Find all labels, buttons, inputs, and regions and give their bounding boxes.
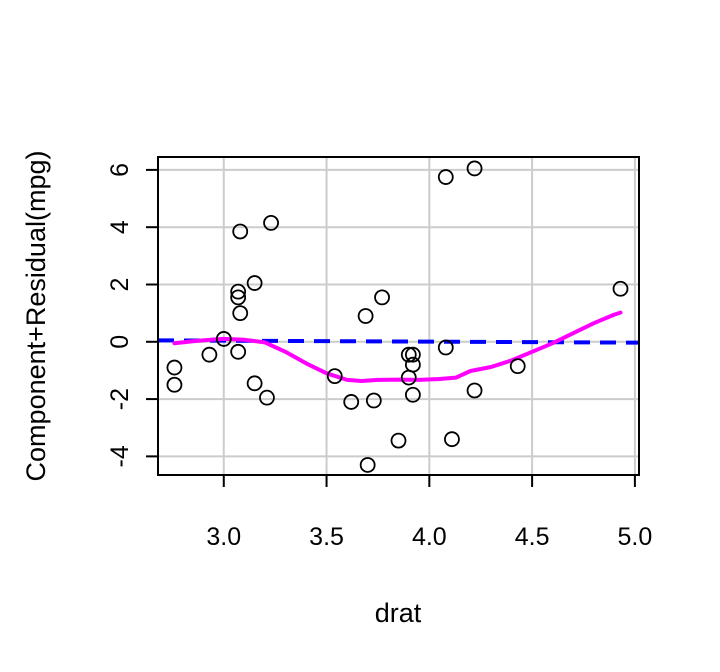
x-tick-label: 3.0 (206, 523, 241, 551)
data-point (246, 275, 263, 291)
data-point (357, 308, 374, 324)
data-point (230, 283, 247, 300)
axes: 3.0 3.5 4.0 4.5 5.0 -4 -2 0 2 4 6 (106, 163, 652, 551)
data-point (390, 432, 407, 449)
data-points (166, 160, 629, 473)
data-point (404, 356, 421, 373)
y-tick-label: 4 (106, 220, 134, 234)
data-point (232, 305, 249, 322)
x-tick-label: 4.0 (412, 523, 447, 551)
data-point (400, 346, 417, 363)
data-point (326, 368, 343, 385)
x-axis-title: drat (375, 598, 422, 628)
data-point (365, 392, 382, 409)
data-point (359, 457, 376, 473)
x-tick-label: 5.0 (618, 523, 653, 551)
data-point (509, 358, 526, 375)
data-point (374, 289, 390, 306)
y-tick-label: 2 (106, 278, 134, 292)
data-point (400, 369, 417, 386)
data-point (246, 375, 263, 392)
data-point (230, 289, 247, 306)
data-point (215, 331, 232, 347)
data-point (259, 389, 275, 406)
grid (158, 157, 639, 475)
y-axis-title: Component+Residual(mpg) (21, 151, 51, 482)
smooth-line-layer (172, 310, 623, 383)
x-tick-label: 4.5 (515, 523, 550, 551)
data-point (404, 346, 421, 363)
data-point (437, 169, 454, 185)
data-point (230, 343, 247, 360)
data-point (444, 431, 460, 448)
data-point (232, 223, 249, 240)
data-point (612, 280, 629, 297)
data-point (201, 346, 218, 363)
x-tick-label: 3.5 (309, 523, 344, 551)
data-point (166, 359, 183, 376)
data-point (437, 339, 454, 356)
data-point (343, 394, 360, 410)
data-point (466, 382, 483, 399)
y-tick-label: -2 (106, 388, 134, 410)
y-tick-label: -4 (106, 445, 134, 467)
data-point (466, 160, 483, 177)
y-tick-label: 0 (106, 335, 134, 349)
data-point (166, 376, 183, 393)
plot-frame (157, 156, 640, 476)
data-point (263, 214, 279, 231)
smooth-line (172, 310, 623, 383)
data-point (404, 386, 421, 403)
y-tick-label: 6 (106, 163, 134, 177)
